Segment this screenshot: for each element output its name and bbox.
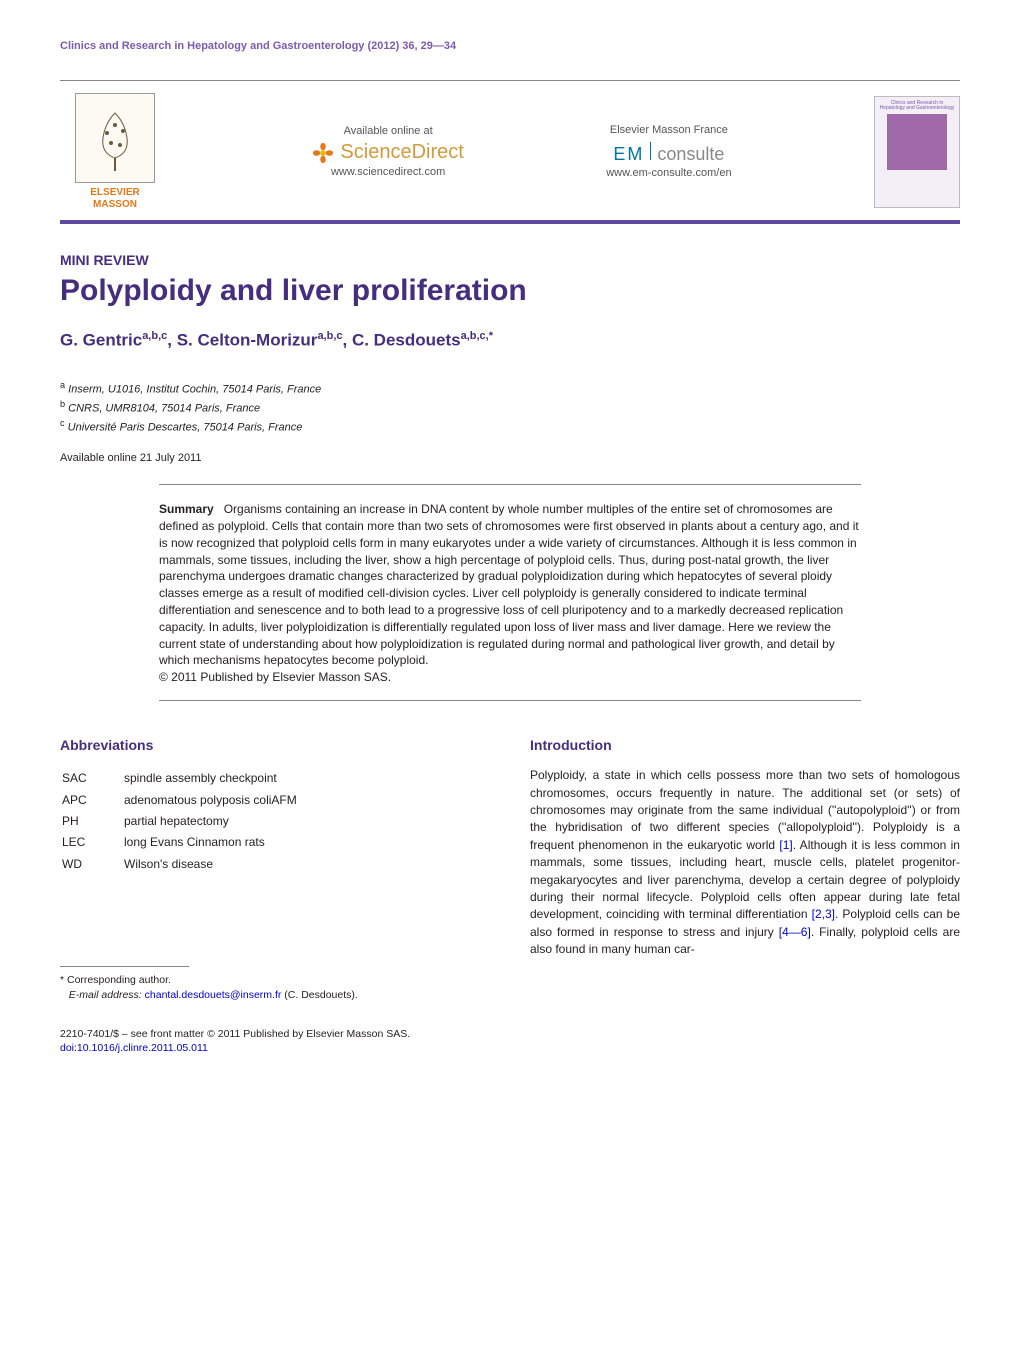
introduction-heading: Introduction: [530, 735, 960, 755]
abbrev-key: WD: [62, 855, 122, 874]
em-text: EM: [613, 144, 644, 165]
publisher-name-text: ELSEVIER MASSON: [90, 187, 139, 210]
citation-link-2-3[interactable]: [2,3]: [812, 907, 835, 921]
elsevier-masson-france-label: Elsevier Masson France: [606, 124, 731, 136]
abbreviations-heading: Abbreviations: [60, 735, 490, 755]
article-type-label: MINI REVIEW: [60, 252, 960, 268]
abbrev-row: WDWilson's disease: [62, 855, 488, 874]
running-header: Clinics and Research in Hepatology and G…: [60, 40, 960, 52]
journal-cover-thumbnail[interactable]: Clinics and Research in Hepatology and G…: [874, 96, 960, 208]
email-address-label: E-mail address:: [69, 989, 142, 1001]
corresponding-label: * Corresponding author.: [60, 973, 490, 988]
abbrev-value: partial hepatectomy: [124, 812, 488, 831]
abbrev-key: APC: [62, 791, 122, 810]
email-person: (C. Desdouets).: [284, 989, 358, 1001]
left-column: Abbreviations SACspindle assembly checkp…: [60, 735, 490, 1003]
citation-link-4-6[interactable]: [4—6]: [779, 925, 811, 939]
footnote-rule: [60, 966, 189, 967]
elsevier-masson-logo: ELSEVIER MASSON: [60, 93, 170, 210]
em-consulte-logo[interactable]: EM consulte: [606, 142, 731, 165]
abbrev-row: LEClong Evans Cinnamon rats: [62, 833, 488, 852]
article-footer-meta: 2210-7401/$ – see front matter © 2011 Pu…: [60, 1027, 960, 1056]
summary-text: Organisms containing an increase in DNA …: [159, 502, 859, 667]
author-list: G. Gentrica,b,c, S. Celton-Morizura,b,c,…: [60, 330, 960, 351]
abbrev-row: SACspindle assembly checkpoint: [62, 769, 488, 788]
two-column-body: Abbreviations SACspindle assembly checkp…: [60, 735, 960, 1003]
abbrev-value: Wilson's disease: [124, 855, 488, 874]
summary-copyright: © 2011 Published by Elsevier Masson SAS.: [159, 670, 391, 684]
abbrev-row: PHpartial hepatectomy: [62, 812, 488, 831]
summary-label: Summary: [159, 502, 214, 516]
cover-image-placeholder: [887, 114, 947, 170]
em-consulte-url[interactable]: www.em-consulte.com/en: [606, 167, 731, 179]
summary-abstract-block: Summary Organisms containing an increase…: [159, 484, 861, 701]
sciencedirect-flower-icon: [312, 142, 334, 164]
cover-journal-title: Clinics and Research in Hepatology and G…: [879, 101, 955, 112]
publisher-header-band: ELSEVIER MASSON Available online at Scie…: [60, 80, 960, 224]
abbrev-key: SAC: [62, 769, 122, 788]
introduction-body: Polyploidy, a state in which cells posse…: [530, 767, 960, 958]
logo-divider: [650, 142, 651, 160]
corresponding-email-link[interactable]: chantal.desdouets@inserm.fr: [145, 989, 282, 1001]
available-online-label: Available online at: [312, 125, 463, 137]
abbrev-value: long Evans Cinnamon rats: [124, 833, 488, 852]
affiliation-b: b CNRS, UMR8104, 75014 Paris, France: [60, 398, 960, 417]
abbrev-row: APCadenomatous polyposis coliAFM: [62, 791, 488, 810]
sciencedirect-block: Available online at ScienceDirect www.sc…: [312, 125, 463, 178]
abbrev-value: adenomatous polyposis coliAFM: [124, 791, 488, 810]
sciencedirect-logo[interactable]: ScienceDirect: [312, 141, 463, 164]
front-matter-notice: 2210-7401/$ – see front matter © 2011 Pu…: [60, 1027, 960, 1042]
affiliation-a: a Inserm, U1016, Institut Cochin, 75014 …: [60, 379, 960, 398]
sciencedirect-wordmark: ScienceDirect: [340, 141, 463, 164]
affiliations-block: a Inserm, U1016, Institut Cochin, 75014 …: [60, 379, 960, 436]
abbreviations-table: SACspindle assembly checkpointAPCadenoma…: [60, 767, 490, 876]
abbrev-key: PH: [62, 812, 122, 831]
corresponding-author-footnote: * Corresponding author. E-mail address: …: [60, 973, 490, 1002]
em-consulte-block: Elsevier Masson France EM consulte www.e…: [606, 124, 731, 179]
online-availability-date: Available online 21 July 2011: [60, 452, 960, 464]
consulte-text: consulte: [657, 144, 724, 165]
abbrev-key: LEC: [62, 833, 122, 852]
affiliation-c: c Université Paris Descartes, 75014 Pari…: [60, 417, 960, 436]
right-column: Introduction Polyploidy, a state in whic…: [530, 735, 960, 1003]
doi-link[interactable]: doi:10.1016/j.clinre.2011.05.011: [60, 1042, 208, 1054]
citation-link-1[interactable]: [1]: [779, 838, 792, 852]
article-title: Polyploidy and liver proliferation: [60, 274, 960, 308]
elsevier-tree-icon: [75, 93, 155, 183]
sciencedirect-url[interactable]: www.sciencedirect.com: [312, 166, 463, 178]
abbrev-value: spindle assembly checkpoint: [124, 769, 488, 788]
